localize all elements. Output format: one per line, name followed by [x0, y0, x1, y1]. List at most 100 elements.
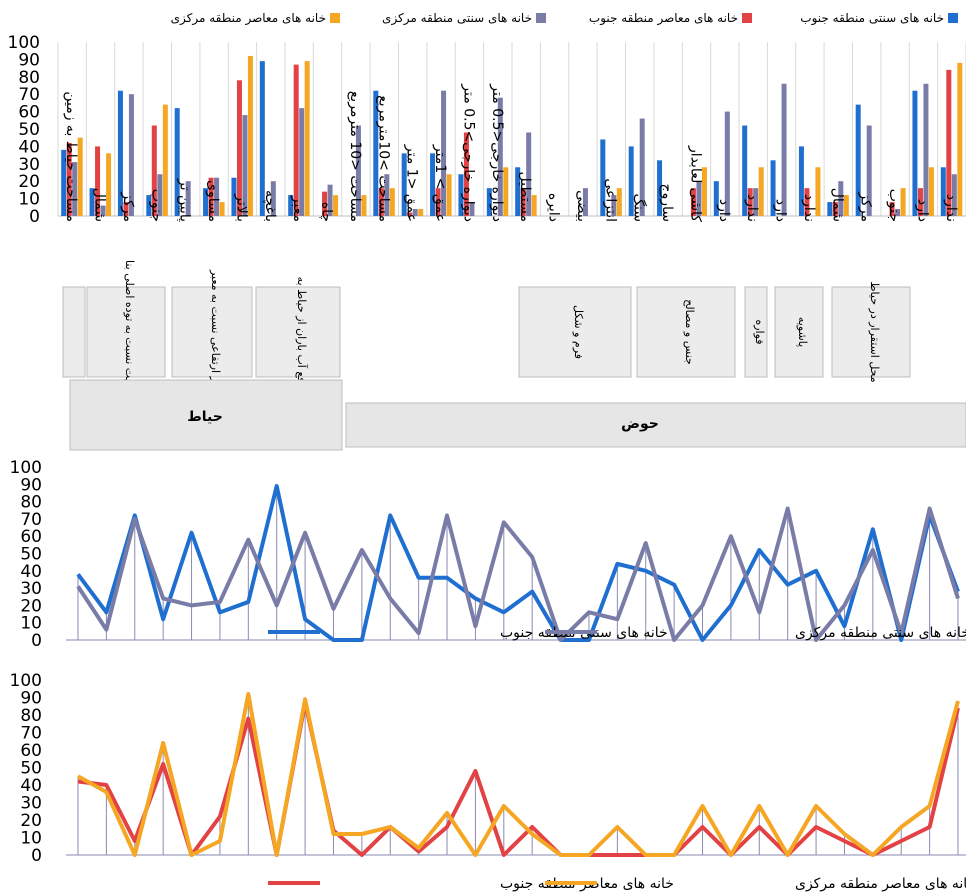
- bar: [463, 132, 469, 216]
- bar: [770, 160, 776, 216]
- section-box: [69, 379, 343, 451]
- bar: [600, 139, 606, 216]
- y-tick-label: 30: [20, 579, 42, 599]
- bar: [531, 195, 537, 216]
- bar: [322, 191, 328, 216]
- series-line: [77, 700, 960, 857]
- group-label-text: دفع آب باران از حیاط به: [295, 277, 309, 388]
- bar: [957, 62, 963, 216]
- y-tick-label: 100: [8, 33, 40, 53]
- group-label: دفع آب باران از حیاط به: [255, 277, 341, 388]
- y-tick-label: 90: [20, 475, 42, 495]
- bar: [781, 83, 787, 216]
- bar: [151, 125, 157, 216]
- x-tick-label: پایین تر: [177, 178, 193, 222]
- group-label-box: [86, 286, 166, 378]
- y-tick-label: 40: [20, 562, 42, 582]
- bar: [690, 188, 696, 216]
- y-tick-label: 50: [20, 545, 42, 565]
- bar: [389, 188, 395, 216]
- x-tick-label: جنوب: [886, 189, 902, 222]
- x-tick-label: دایره: [546, 193, 562, 222]
- y-tick-label: 20: [20, 811, 42, 831]
- bar: [355, 125, 361, 216]
- group-label: محل استقرار در حیاط: [831, 281, 911, 383]
- x-tick-label: عمق <1 متر: [404, 144, 420, 222]
- group-label: تراز ارتفاعی نسبت به معبر: [171, 269, 253, 394]
- bar: [157, 174, 163, 216]
- bar: [526, 132, 532, 216]
- series-line: [76, 506, 960, 642]
- bar: [146, 195, 152, 216]
- bar: [89, 188, 95, 216]
- x-tick-label: شمال: [829, 188, 845, 222]
- bar: [469, 202, 475, 216]
- bar: [214, 177, 220, 216]
- bar: [798, 146, 804, 216]
- legend: خانه های سنتی منطقه جنوب خانه های معاصر م…: [171, 11, 958, 26]
- bar: [304, 61, 310, 216]
- bar: [815, 167, 821, 216]
- y-tick-label: 20: [18, 172, 40, 192]
- y-tick-label: 100: [10, 458, 42, 478]
- group-label-text: پاشویه: [796, 317, 809, 347]
- y-tick-label: 60: [20, 741, 42, 761]
- group-label: موقعیت نسبت به توده اصلی بنا: [86, 260, 166, 404]
- bar: [611, 195, 617, 216]
- section-label: حیاط: [69, 379, 343, 451]
- bar-chart: خانه های سنتی منطقه جنوب خانه های معاصر م…: [8, 11, 966, 451]
- bar: [889, 202, 895, 216]
- group-label-text: تراز ارتفاعی نسبت به معبر: [209, 269, 222, 394]
- y-tick-label: 30: [18, 155, 40, 175]
- group-label: فرم و شکل: [518, 286, 632, 378]
- bar: [923, 83, 929, 216]
- y-tick-label: 10: [18, 190, 40, 210]
- bar: [185, 181, 191, 216]
- group-label-box: [255, 286, 341, 378]
- x-tick-label: انتزاعی: [602, 178, 618, 222]
- bar: [940, 167, 946, 216]
- y-tick-label: 10: [20, 614, 42, 634]
- bar: [435, 188, 441, 216]
- bar: [333, 195, 339, 216]
- bar: [299, 108, 305, 216]
- y-tick-label: 90: [18, 50, 40, 70]
- group-label-text: فواره: [753, 319, 766, 344]
- x-tick-label: بالاتر: [233, 193, 249, 222]
- bar: [724, 111, 730, 216]
- bar: [361, 195, 367, 216]
- group-label-text: محل استقرار در حیاط: [868, 281, 881, 382]
- bar: [917, 188, 923, 216]
- y-tick-label: 90: [20, 689, 42, 709]
- bar: [503, 167, 509, 216]
- bar: [458, 174, 464, 216]
- y-tick-label: 80: [18, 68, 40, 88]
- legend-label: خانه های معاصر منطقه جنوب: [589, 11, 738, 26]
- y-tick-label: 80: [20, 706, 42, 726]
- legend-swatch: [536, 13, 546, 23]
- bar: [231, 177, 237, 216]
- bar: [827, 202, 833, 216]
- y-tick-label: 40: [18, 137, 40, 157]
- bar: [520, 188, 526, 216]
- bar: [616, 188, 622, 216]
- y-tick-label: 0: [31, 846, 42, 866]
- bar: [378, 188, 384, 216]
- x-tick-label: معبر: [290, 195, 306, 222]
- bar: [219, 202, 225, 216]
- bar: [270, 181, 276, 216]
- bar: [407, 212, 413, 216]
- group-label-box: [744, 286, 768, 378]
- bar: [293, 64, 299, 217]
- group-label-text: موقعیت نسبت به توده اصلی بنا: [123, 260, 136, 404]
- legend-swatch: [742, 13, 752, 23]
- bar: [713, 181, 719, 216]
- bar: [384, 174, 390, 216]
- y-tick-label: 50: [18, 120, 40, 140]
- bar: [123, 202, 129, 216]
- x-tick-label: دیواره خارجی>0.5 متر: [460, 83, 476, 222]
- y-tick-label: 80: [20, 493, 42, 513]
- bar: [174, 108, 180, 216]
